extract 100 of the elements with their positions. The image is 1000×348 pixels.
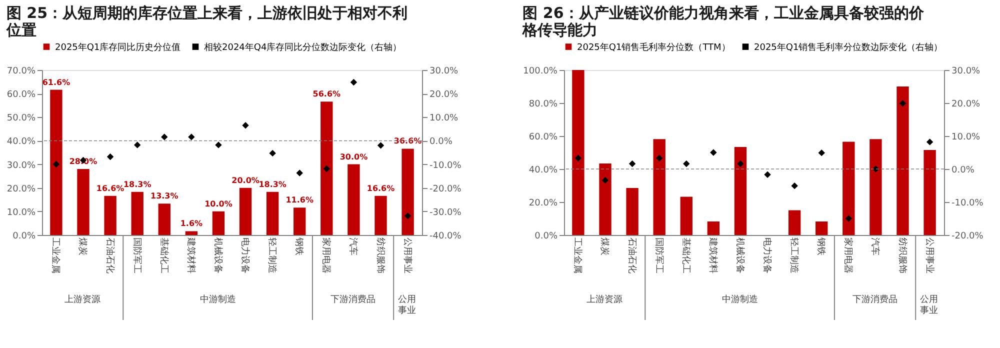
bar: [348, 164, 360, 235]
data-label: 16.6%: [366, 184, 395, 193]
text: 上游资源: [586, 294, 623, 305]
bar: [816, 221, 828, 235]
x-tick-label: 钢铁: [294, 236, 305, 256]
data-label: 16.6%: [96, 184, 124, 193]
bar: [896, 86, 909, 235]
x-tick-label: 国防军工: [131, 238, 142, 274]
y-tick-label: 20.0%: [6, 184, 36, 194]
y2-tick-label: 20.0%: [952, 100, 981, 110]
bar: [924, 150, 936, 235]
point: [737, 160, 744, 168]
y2-tick-label: 10.0%: [430, 114, 459, 124]
bar: [104, 196, 116, 235]
point: [602, 176, 609, 184]
data-label: 20.0%: [232, 176, 260, 185]
point: [404, 212, 412, 220]
x-tick-label: 钢铁: [816, 236, 827, 256]
x-tick-label: 公用事业: [924, 238, 935, 274]
y2-tick-label: -30.0%: [430, 208, 462, 218]
bar: [77, 169, 90, 235]
point: [574, 154, 582, 162]
x-tick-label: 机械设备: [212, 238, 224, 274]
y-tick-label: 20.0%: [528, 198, 558, 208]
point: [628, 160, 636, 168]
bar: [707, 221, 720, 235]
y-tick-label: 30.0%: [6, 160, 36, 171]
legend-label: 2025年Q1销售毛利率分位数边际变化（右轴）: [754, 42, 943, 53]
point: [764, 171, 771, 178]
point: [683, 160, 690, 168]
point: [818, 149, 825, 156]
x-tick-label: 家用电器: [842, 238, 854, 274]
y2-tick-label: -40.0%: [430, 232, 462, 242]
text: 中游制造: [722, 294, 758, 305]
data-label: 61.6%: [42, 78, 70, 87]
data-label: 1.6%: [180, 219, 203, 228]
x-tick-label: 纺织服饰: [374, 238, 386, 274]
data-label: 13.3%: [150, 192, 178, 201]
text: 上游资源: [64, 294, 101, 305]
point: [899, 100, 906, 107]
y-tick-label: 60.0%: [528, 132, 558, 142]
x-tick-label: 煤炭: [599, 238, 610, 256]
y-tick-label: 40.0%: [6, 137, 36, 148]
y2-tick-label: -20.0%: [952, 232, 984, 242]
bar: [626, 188, 638, 235]
y-tick-label: 80.0%: [528, 100, 558, 110]
y2-tick-label: -10.0%: [430, 160, 462, 171]
x-tick-label: 石油石化: [626, 238, 638, 274]
point: [377, 142, 384, 149]
point: [161, 134, 168, 140]
bar: [680, 196, 692, 235]
x-tick-label: 电力设备: [240, 238, 251, 274]
y-tick-label: 40.0%: [528, 166, 558, 176]
bar: [374, 196, 387, 235]
legend-label: 2025年Q1销售毛利率分位数（TTM）: [577, 42, 730, 53]
y2-tick-label: -20.0%: [430, 184, 462, 194]
point: [350, 78, 358, 86]
y-tick-label: 10.0%: [6, 208, 36, 218]
x-tick-label: 轻工制造: [788, 238, 800, 274]
point: [106, 153, 114, 160]
y2-tick-label: 20.0%: [430, 90, 459, 100]
x-tick-label: 纺织服饰: [896, 238, 908, 274]
y-tick-label: 0.0%: [534, 232, 558, 242]
point: [710, 149, 717, 156]
chart-title: 图 25：从短周期的库存位置上来看，上游依旧处于相对不利位置: [5, 4, 408, 39]
point: [323, 165, 330, 172]
x-tick-label: 工业金属: [572, 238, 584, 274]
text: 公用事业: [920, 294, 938, 316]
bar: [572, 70, 584, 235]
data-label: 18.3%: [258, 180, 286, 189]
y2-tick-label: 30.0%: [430, 66, 459, 76]
y-tick-label: 0.0%: [12, 232, 36, 242]
x-tick-label: 电力设备: [762, 238, 773, 274]
bar: [320, 102, 333, 235]
x-tick-label: 建筑材料: [707, 236, 718, 274]
x-tick-label: 基础化工: [158, 238, 170, 274]
point: [242, 122, 249, 129]
point: [134, 142, 141, 148]
point: [188, 134, 195, 140]
bar: [788, 210, 801, 235]
bar: [50, 90, 62, 235]
x-tick-label: 基础化工: [680, 238, 692, 274]
x-tick-label: 建筑材料: [185, 236, 196, 274]
x-tick-label: 家用电器: [320, 238, 332, 274]
x-tick-label: 国防军工: [653, 238, 664, 274]
point: [215, 142, 222, 148]
bar: [402, 148, 414, 235]
y-tick-label: 100.0%: [523, 66, 558, 76]
text: 下游消费品: [330, 294, 376, 305]
data-label: 30.0%: [340, 152, 368, 162]
x-tick-label: 煤炭: [77, 238, 88, 256]
x-tick-label: 汽车: [870, 238, 881, 256]
bar: [653, 139, 666, 235]
bar: [599, 164, 612, 235]
bar: [239, 188, 252, 235]
chart-title: 图 26：从产业链议价能力视角来看，工业金属具备较强的价格传导能力: [522, 4, 925, 39]
bar: [212, 211, 225, 235]
point: [845, 215, 852, 222]
legend-label: 2025年Q1库存同比历史分位值: [55, 42, 181, 53]
point: [296, 170, 303, 176]
